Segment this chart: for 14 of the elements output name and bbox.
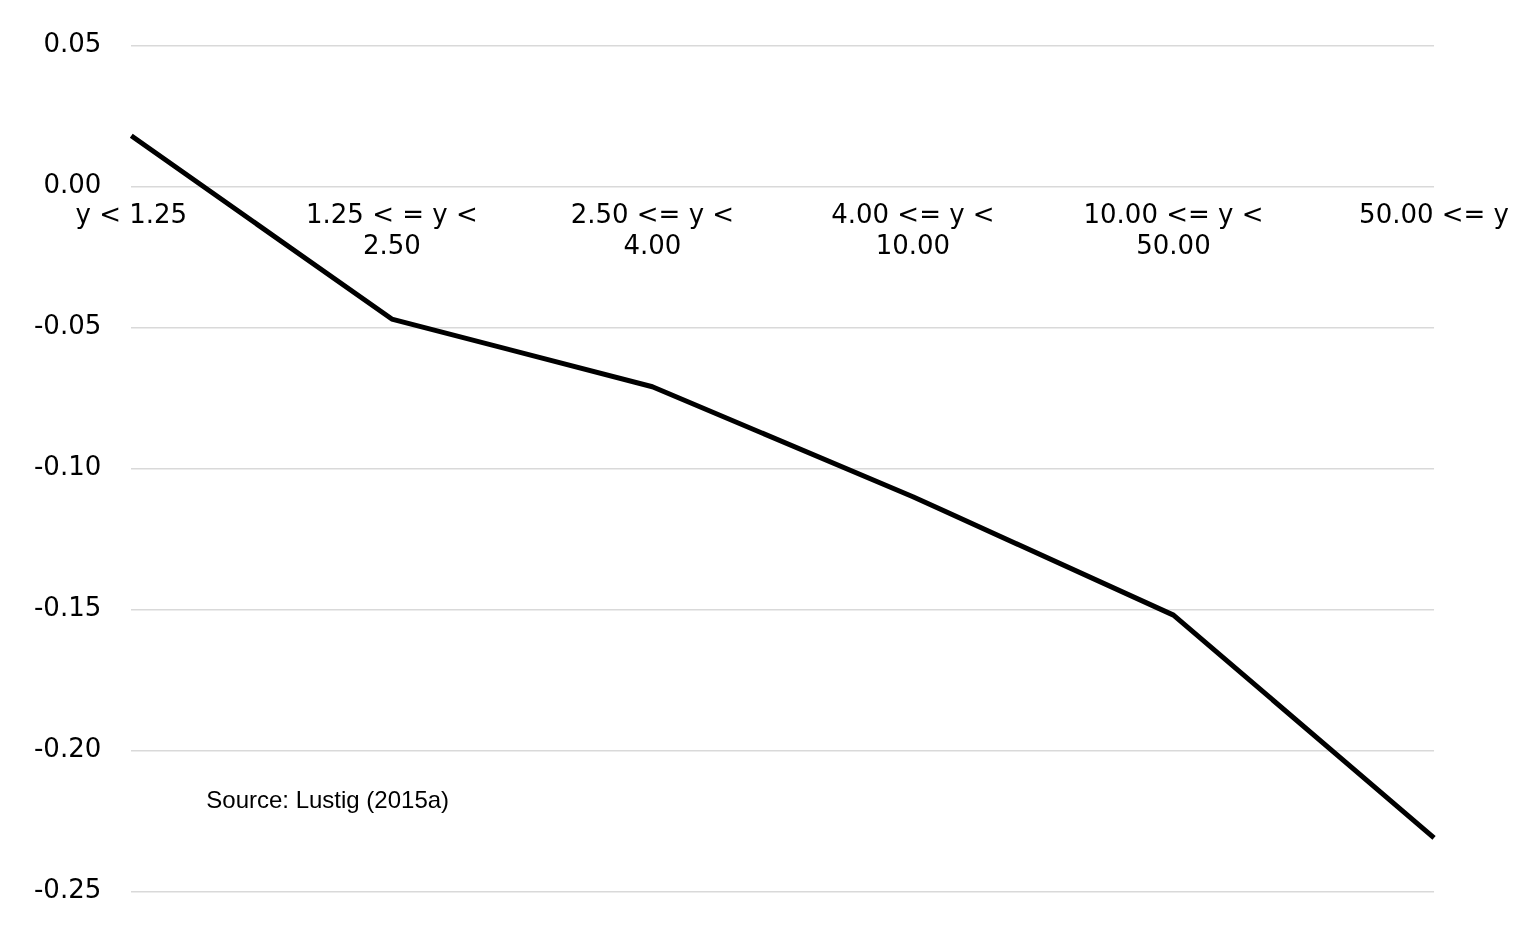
x-tick-label: 10.00 <= y < 50.00 bbox=[1083, 198, 1264, 261]
y-tick-label: 0.05 bbox=[43, 28, 102, 59]
annotation: Source: Lustig (2015a) bbox=[206, 786, 450, 814]
x-tick-label: 2.50 <= y < 4.00 bbox=[570, 198, 735, 261]
x-tick-label: 1.25 < = y < 2.50 bbox=[305, 198, 478, 261]
y-tick-label: -0.15 bbox=[33, 592, 102, 623]
x-tick-label: 4.00 <= y < 10.00 bbox=[831, 198, 995, 261]
y-tick-label: 0.00 bbox=[43, 169, 102, 200]
x-tick-label: 50.00 <= y bbox=[1359, 198, 1509, 229]
y-tick-label: -0.25 bbox=[33, 874, 102, 905]
x-tick-label: y < 1.25 bbox=[75, 198, 188, 229]
y-tick-label: -0.05 bbox=[33, 310, 102, 341]
y-tick-label: -0.10 bbox=[33, 451, 102, 482]
y-tick-label: -0.20 bbox=[33, 733, 102, 764]
